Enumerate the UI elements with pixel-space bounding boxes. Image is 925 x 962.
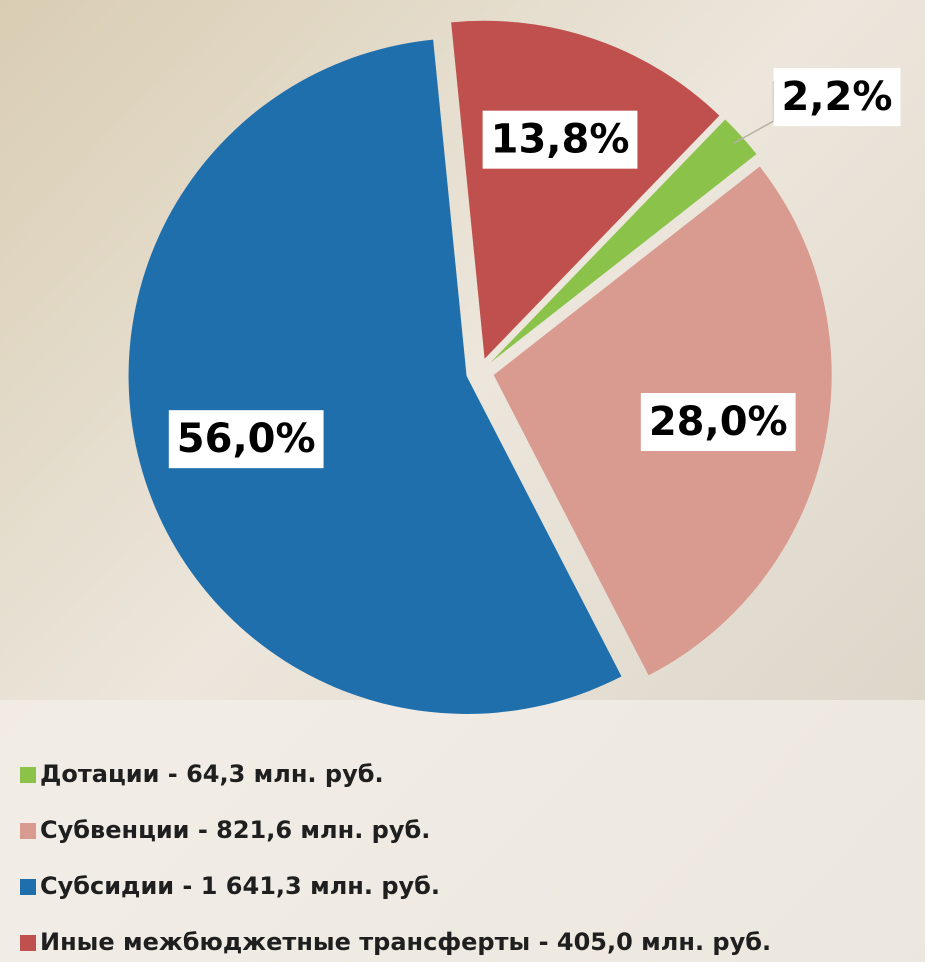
data-label: 56,0% [177, 416, 316, 462]
legend-swatch [20, 879, 36, 895]
legend-swatch [20, 767, 36, 783]
legend-label: Субсидии - 1 641,3 млн. руб. [40, 872, 440, 900]
legend-swatch [20, 823, 36, 839]
data-label: 13,8% [491, 117, 630, 163]
legend-label: Иные межбюджетные трансферты - 405,0 млн… [40, 928, 771, 956]
page: {"chart_data": {"type": "pie", "categori… [0, 0, 925, 962]
data-label: 28,0% [649, 399, 788, 445]
chart: 2,2% 28,0% 56,0% 13,8% Дотации - 64,3 млн. р… [0, 0, 925, 962]
data-label: 2,2% [782, 74, 893, 120]
legend-label: Субвенции - 821,6 млн. руб. [40, 816, 430, 844]
legend-swatch [20, 935, 36, 951]
legend-label: Дотации - 64,3 млн. руб. [40, 760, 384, 788]
